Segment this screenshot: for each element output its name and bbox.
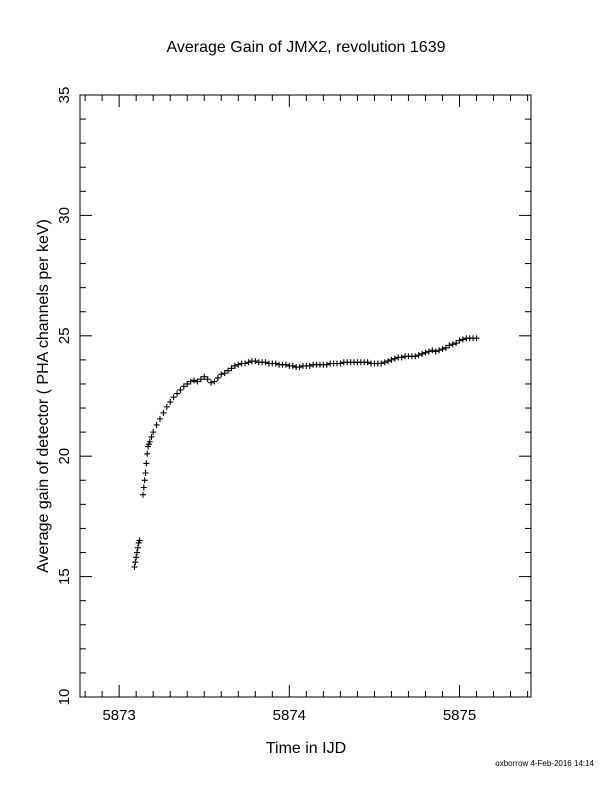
data-point <box>364 359 371 366</box>
data-point <box>156 415 163 422</box>
data-point <box>191 377 198 384</box>
data-point <box>167 399 174 406</box>
data-point <box>459 336 466 343</box>
data-point <box>436 347 443 354</box>
data-point <box>439 346 446 353</box>
data-point <box>446 342 453 349</box>
data-point <box>242 360 249 367</box>
data-point <box>398 354 405 361</box>
data-point <box>221 370 228 377</box>
x-tick-label: 5874 <box>273 707 306 724</box>
chart-title: Average Gain of JMX2, revolution 1639 <box>167 39 446 56</box>
data-point <box>245 359 252 366</box>
data-point <box>388 356 395 363</box>
data-point <box>473 335 480 342</box>
data-point <box>184 380 191 387</box>
data-point <box>140 484 147 491</box>
data-point <box>204 376 211 383</box>
data-point <box>412 353 419 360</box>
data-point <box>415 352 422 359</box>
y-axis-label: Average gain of detector ( PHA channels … <box>35 219 52 573</box>
data-point <box>231 362 238 369</box>
y-tick-label: 25 <box>56 327 73 344</box>
data-point <box>131 563 138 570</box>
data-point <box>306 362 313 369</box>
data-point <box>432 348 439 355</box>
data-point <box>136 537 143 544</box>
data-point <box>187 378 194 385</box>
x-axis: 5873 5874 5875 <box>84 95 529 724</box>
footer-stamp: oxborrow 4-Feb-2016 14:14 <box>495 759 594 768</box>
y-tick-label: 10 <box>56 689 73 706</box>
data-point <box>442 344 449 351</box>
data-point <box>194 378 201 385</box>
data-point <box>134 549 141 556</box>
y-tick-label: 15 <box>56 568 73 585</box>
data-point <box>201 373 208 380</box>
data-point <box>153 421 160 428</box>
data-point <box>449 341 456 348</box>
data-point <box>146 438 153 445</box>
data-point <box>323 361 330 368</box>
y-tick-label: 30 <box>56 207 73 224</box>
data-point <box>197 376 204 383</box>
plot-frame <box>79 94 532 698</box>
data-point <box>272 360 279 367</box>
data-point <box>218 371 225 378</box>
data-point <box>282 361 289 368</box>
data-point <box>139 491 146 498</box>
data-point <box>132 559 139 566</box>
data-point <box>378 360 385 367</box>
data-point <box>144 450 151 457</box>
x-axis-label: Time in IJD <box>266 740 346 757</box>
data-point <box>174 390 181 397</box>
x-tick-label: 5875 <box>443 707 476 724</box>
data-point <box>142 470 149 477</box>
y-axis: 10 15 20 25 30 35 <box>56 87 531 706</box>
data-point <box>425 348 432 355</box>
data-point <box>180 383 187 390</box>
data-point <box>381 359 388 366</box>
data-point <box>422 349 429 356</box>
data-point <box>177 386 184 393</box>
data-point <box>252 358 259 365</box>
data-point <box>337 360 344 367</box>
data-point <box>235 361 242 368</box>
data-point <box>225 367 232 374</box>
data-point <box>170 394 177 401</box>
data-point <box>160 409 167 416</box>
data-point <box>391 355 398 362</box>
data-point <box>385 358 392 365</box>
data-point <box>208 379 215 386</box>
data-point <box>296 364 303 371</box>
data-points <box>131 335 480 570</box>
data-point <box>214 374 221 381</box>
data-point <box>133 554 140 561</box>
data-point <box>289 362 296 369</box>
data-point <box>211 378 218 385</box>
data-point <box>262 359 269 366</box>
data-point <box>163 403 170 410</box>
data-point <box>456 337 463 344</box>
data-point <box>419 350 426 357</box>
data-point <box>429 347 436 354</box>
data-point <box>143 460 150 467</box>
data-point <box>134 544 141 551</box>
x-tick-label: 5873 <box>102 707 135 724</box>
data-point <box>141 477 148 484</box>
data-point <box>148 433 155 440</box>
y-tick-label: 35 <box>56 87 73 104</box>
data-point <box>228 365 235 372</box>
y-tick-label: 20 <box>56 448 73 465</box>
data-point <box>453 340 460 347</box>
data-point <box>150 429 157 436</box>
